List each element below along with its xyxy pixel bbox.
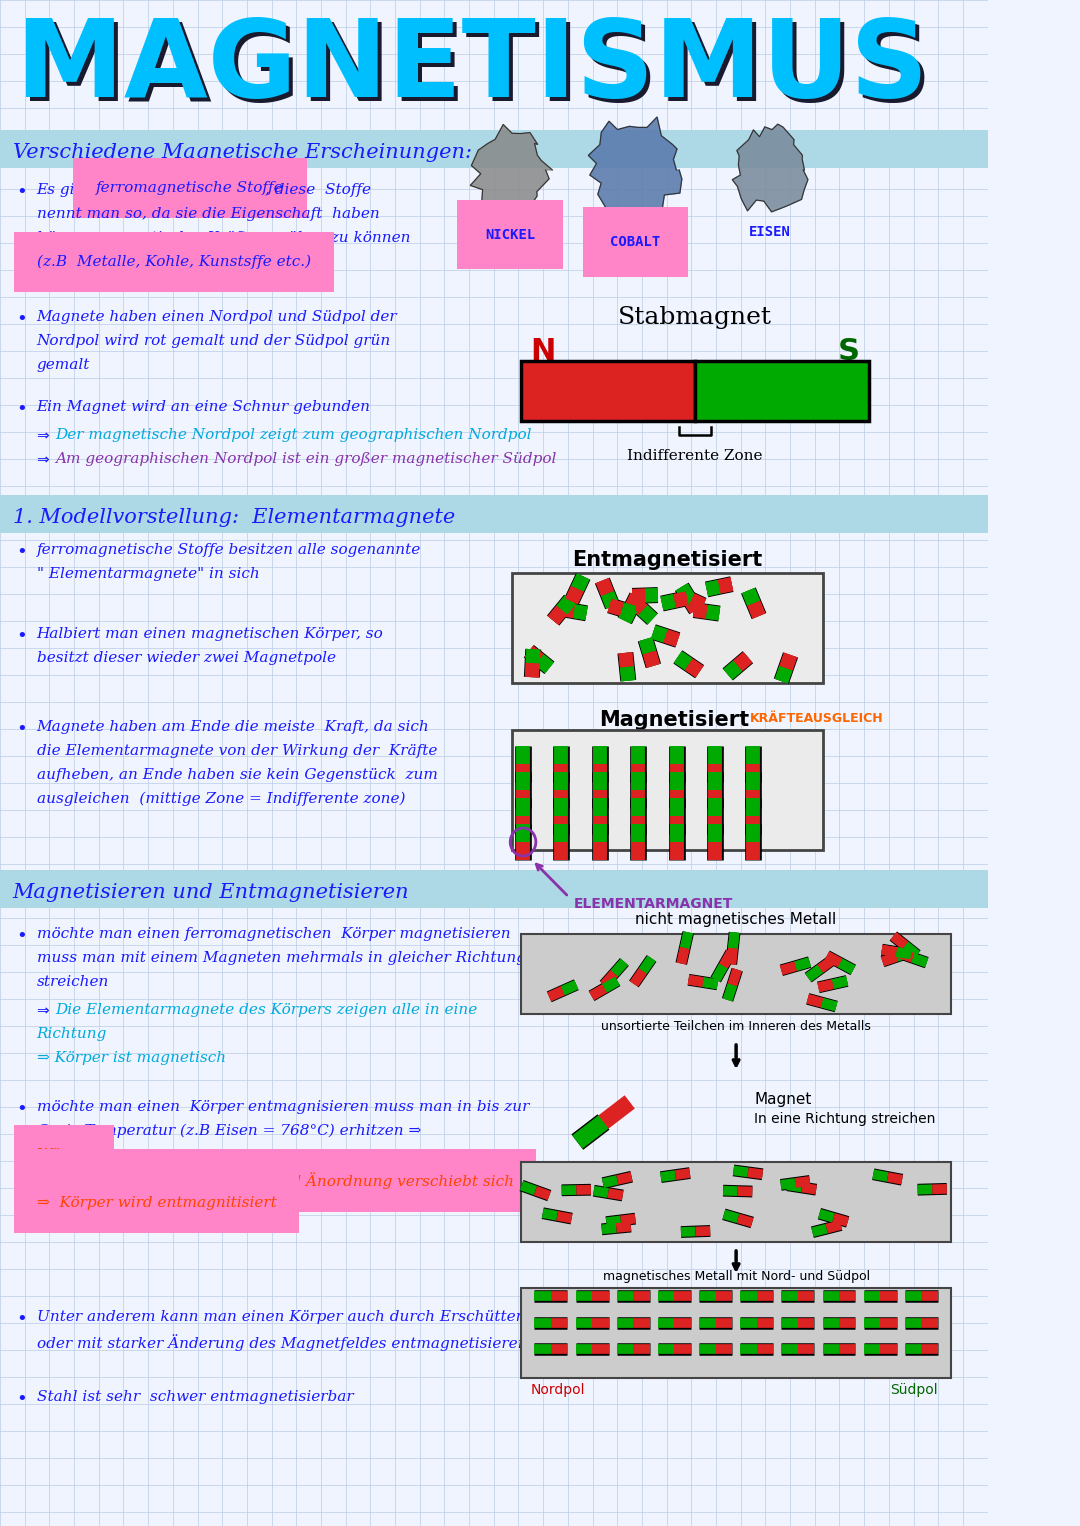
Polygon shape: [732, 124, 808, 212]
Text: MAGNETISMUS: MAGNETISMUS: [16, 14, 929, 121]
Text: Magnetisiert: Magnetisiert: [599, 710, 750, 729]
Text: Südpol: Südpol: [891, 1383, 939, 1396]
Text: •: •: [16, 183, 27, 201]
Text: gemalt: gemalt: [37, 359, 90, 372]
Text: S: S: [838, 337, 860, 366]
Text: Magnete haben einen Nordpol und Südpol der: Magnete haben einen Nordpol und Südpol d…: [37, 310, 397, 324]
Text: MAGNETISMUS: MAGNETISMUS: [21, 18, 932, 124]
Text: aufheben, an Ende haben sie kein Gegenstück  zum: aufheben, an Ende haben sie kein Gegenst…: [37, 768, 437, 781]
Text: Nordpol: Nordpol: [530, 1383, 585, 1396]
Text: streichen: streichen: [37, 975, 109, 989]
Text: Curie-Temperatur (z.B Eisen = 768°C) erhitzen ⇒: Curie-Temperatur (z.B Eisen = 768°C) erh…: [37, 1125, 426, 1138]
Text: •: •: [16, 926, 27, 945]
Text: Verschiedene Magnetische Erscheinungen:: Verschiedene Magnetische Erscheinungen:: [13, 143, 472, 162]
Text: Magnete haben am Ende die meiste  Kraft, da sich: Magnete haben am Ende die meiste Kraft, …: [37, 720, 430, 734]
Text: Die Elementarmagnete des Körpers zeigen alle in eine: Die Elementarmagnete des Körpers zeigen …: [55, 1003, 477, 1016]
Text: ELEMENTARMAGNET: ELEMENTARMAGNET: [573, 897, 732, 911]
Text: 1. Modellvorstellung:  Elementarmagnete: 1. Modellvorstellung: Elementarmagnete: [13, 508, 455, 526]
Text: •: •: [16, 400, 27, 418]
Text: ⇒ Körper ist magnetisch: ⇒ Körper ist magnetisch: [37, 1051, 226, 1065]
Text: Wärme: Wärme: [37, 1148, 91, 1161]
Text: Magnetisieren und Entmagnetisieren: Magnetisieren und Entmagnetisieren: [13, 884, 409, 902]
Text: unsortierte Teilchen im Inneren des Metalls: unsortierte Teilchen im Inneren des Meta…: [602, 1019, 872, 1033]
Text: Ein Magnet wird an eine Schnur gebunden: Ein Magnet wird an eine Schnur gebunden: [37, 400, 370, 414]
Text: ausgleichen  (mittige Zone = Indifferente zone): ausgleichen (mittige Zone = Indifferente…: [37, 792, 405, 806]
Text: EISEN: EISEN: [750, 224, 791, 240]
Text: Halbiert man einen magnetischen Körper, so: Halbiert man einen magnetischen Körper, …: [37, 627, 383, 641]
Text: oder mit starker Änderung des Magnetfeldes entmagnetisieren: oder mit starker Änderung des Magnetfeld…: [37, 1334, 527, 1351]
Bar: [512, 729, 823, 850]
Text: Der magnetische Nordpol zeigt zum geographischen Nordpol: Der magnetische Nordpol zeigt zum geogra…: [55, 427, 531, 443]
Bar: [522, 1288, 951, 1378]
Text: •: •: [16, 1390, 27, 1408]
Text: ferromagnetische Stoffe: ferromagnetische Stoffe: [96, 182, 284, 195]
Text: Indifferente Zone: Indifferente Zone: [627, 449, 762, 462]
Text: ⇒: ⇒: [37, 452, 54, 467]
Bar: [694, 362, 868, 421]
FancyBboxPatch shape: [0, 870, 987, 908]
Text: Stahl ist sehr  schwer entmagnetisierbar: Stahl ist sehr schwer entmagnetisierbar: [37, 1390, 353, 1404]
Text: •: •: [16, 1100, 27, 1119]
Polygon shape: [471, 125, 552, 220]
Text: erhöht die Teilchenbewegung und Änordnung verschiebt sich: erhöht die Teilchenbewegung und Änordnun…: [37, 1172, 514, 1189]
Text: ⇒: ⇒: [37, 427, 54, 443]
Polygon shape: [589, 118, 681, 230]
Text: besitzt dieser wieder zwei Magnetpole: besitzt dieser wieder zwei Magnetpole: [37, 652, 336, 665]
Text: muss man mit einem Magneten mehrmals in gleicher Richtung: muss man mit einem Magneten mehrmals in …: [37, 951, 526, 964]
Text: In eine Richtung streichen: In eine Richtung streichen: [755, 1112, 935, 1126]
Text: Stabmagnet: Stabmagnet: [618, 307, 772, 330]
Text: Entmagnetisiert: Entmagnetisiert: [572, 549, 762, 571]
Text: Es gibt: Es gibt: [37, 183, 96, 197]
Text: die Elementarmagnete von der Wirkung der  Kräfte: die Elementarmagnete von der Wirkung der…: [37, 745, 437, 758]
Text: •: •: [16, 543, 27, 562]
Text: Richtung: Richtung: [37, 1027, 107, 1041]
Text: Magnet: Magnet: [755, 1093, 812, 1106]
FancyBboxPatch shape: [0, 494, 987, 533]
Bar: [522, 1161, 951, 1242]
Text: ⇒  Körper wird entmagnitisiert: ⇒ Körper wird entmagnitisiert: [37, 1196, 276, 1210]
Text: •: •: [16, 627, 27, 645]
FancyBboxPatch shape: [0, 130, 987, 168]
Text: magnetisches Metall mit Nord- und Südpol: magnetisches Metall mit Nord- und Südpol: [603, 1270, 869, 1283]
Text: möchte man einen  Körper entmagnisieren muss man in bis zur: möchte man einen Körper entmagnisieren m…: [37, 1100, 529, 1114]
Text: •: •: [16, 310, 27, 328]
Text: KRÄFTEAUSGLEICH: KRÄFTEAUSGLEICH: [750, 713, 883, 725]
Text: NICKEL: NICKEL: [485, 227, 536, 241]
Text: nennt man so, da sie die Eigenschaft  haben: nennt man so, da sie die Eigenschaft hab…: [37, 208, 379, 221]
Bar: [512, 572, 823, 684]
Text: Nordpol wird rot gemalt und der Südpol grün: Nordpol wird rot gemalt und der Südpol g…: [37, 334, 391, 348]
Text: , diese  Stoffe: , diese Stoffe: [266, 183, 372, 197]
Text: ferromagnetische Stoffe besitzen alle sogenannte: ferromagnetische Stoffe besitzen alle so…: [37, 543, 421, 557]
Text: (z.B  Metalle, Kohle, Kunstsffe etc.): (z.B Metalle, Kohle, Kunstsffe etc.): [37, 255, 311, 270]
Text: COBALT: COBALT: [610, 235, 661, 249]
Text: ⇒: ⇒: [37, 1003, 54, 1018]
Text: Am geographischen Nordpol ist ein großer magnetischer Südpol: Am geographischen Nordpol ist ein großer…: [55, 452, 556, 465]
Text: •: •: [16, 1309, 27, 1328]
Bar: [522, 362, 694, 421]
Text: nicht magnetisches Metall: nicht magnetisches Metall: [635, 913, 837, 926]
Text: Unter anderem kann man einen Körper auch durch Erschütterung: Unter anderem kann man einen Körper auch…: [37, 1309, 552, 1325]
Text: " Elementarmagnete" in sich: " Elementarmagnete" in sich: [37, 568, 259, 581]
Text: möchte man einen ferromagnetischen  Körper magnetisieren: möchte man einen ferromagnetischen Körpe…: [37, 926, 510, 942]
Bar: [522, 934, 951, 1013]
Text: •: •: [16, 720, 27, 739]
Text: können magnetische  Kräfte ausüben zu können: können magnetische Kräfte ausüben zu kön…: [37, 230, 410, 246]
Text: N: N: [530, 337, 556, 366]
